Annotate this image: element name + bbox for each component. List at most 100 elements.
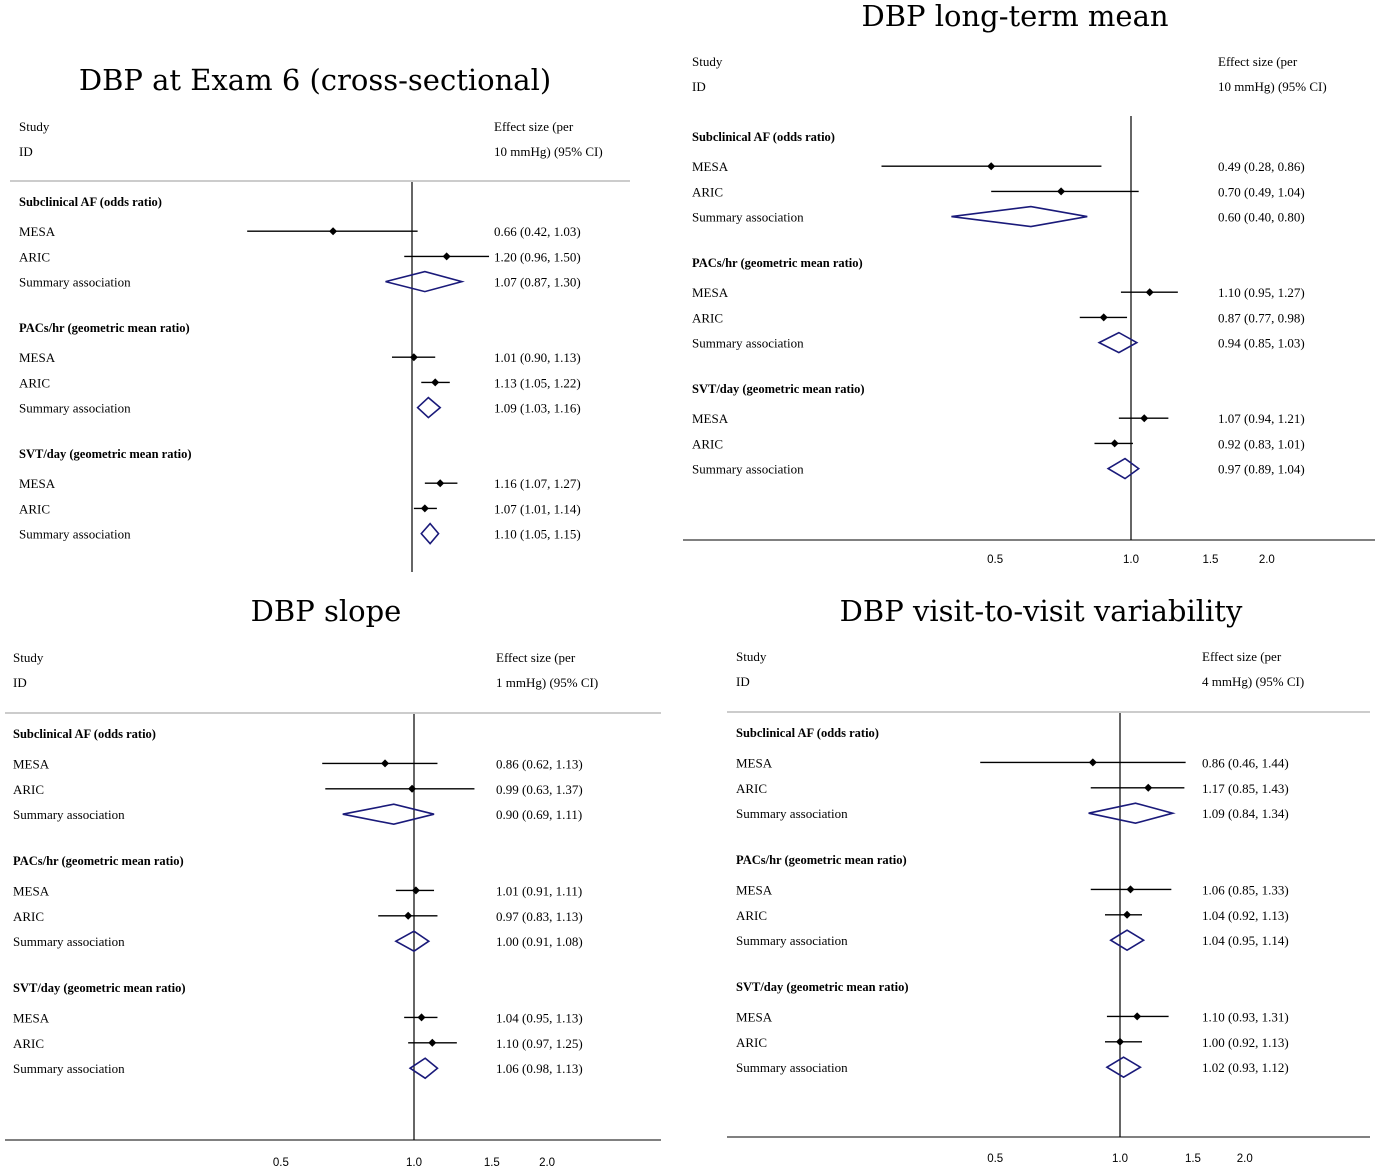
x-tick-label: 0.5	[987, 554, 1003, 566]
x-tick-label: 1.0	[1123, 554, 1139, 566]
group-heading: PACs/hr (geometric mean ratio)	[19, 321, 190, 335]
summary-diamond	[420, 522, 440, 545]
group-heading: PACs/hr (geometric mean ratio)	[736, 853, 907, 867]
row-estimate: 1.04 (0.95, 1.14)	[1202, 933, 1289, 948]
row-estimate: 1.01 (0.91, 1.11)	[496, 883, 582, 898]
point-estimate	[431, 378, 440, 387]
row-estimate: 0.90 (0.69, 1.11)	[496, 807, 582, 822]
x-tick-label: 0.5	[273, 1157, 289, 1169]
row-label: ARIC	[13, 1036, 44, 1051]
row-label: ARIC	[13, 909, 44, 924]
point-estimate	[987, 162, 996, 171]
header-id: ID	[736, 674, 750, 689]
panel-title: DBP at Exam 6 (cross-sectional)	[79, 63, 551, 97]
group-heading: PACs/hr (geometric mean ratio)	[692, 256, 863, 270]
row-label: MESA	[736, 755, 773, 770]
row-label: ARIC	[736, 781, 767, 796]
point-estimate	[1140, 414, 1149, 423]
row-label: ARIC	[736, 1035, 767, 1050]
row-label: ARIC	[13, 782, 44, 797]
row-label: MESA	[736, 1009, 773, 1024]
header-effect-line1: Effect size (per	[494, 119, 574, 134]
group-heading: SVT/day (geometric mean ratio)	[19, 447, 192, 461]
point-estimate	[1099, 313, 1108, 322]
header-effect-line2: 4 mmHg) (95% CI)	[1202, 674, 1304, 689]
row-label: ARIC	[736, 908, 767, 923]
x-tick-label: 2.0	[1237, 1153, 1253, 1165]
header-effect-line1: Effect size (per	[496, 650, 576, 665]
point-estimate	[1145, 288, 1154, 297]
group-heading: Subclinical AF (odds ratio)	[736, 726, 879, 740]
row-label: Summary association	[736, 806, 848, 821]
forest-panel: DBP at Exam 6 (cross-sectional) Study ID Ef…	[10, 63, 630, 572]
point-estimate	[329, 227, 338, 236]
header-effect-line2: 10 mmHg) (95% CI)	[1218, 79, 1327, 94]
row-estimate: 0.86 (0.46, 1.44)	[1202, 755, 1289, 770]
summary-diamond	[1106, 457, 1141, 480]
point-estimate	[1110, 439, 1119, 448]
row-label: ARIC	[19, 249, 50, 264]
point-estimate	[409, 353, 418, 362]
row-label: Summary association	[19, 401, 131, 416]
x-tick-label: 1.5	[1202, 554, 1218, 566]
x-tick-label: 1.0	[406, 1157, 422, 1169]
x-tick-label: 0.5	[987, 1153, 1003, 1165]
row-label: ARIC	[692, 184, 723, 199]
point-estimate	[381, 759, 390, 768]
row-label: Summary association	[692, 462, 804, 477]
summary-diamond	[385, 270, 465, 293]
row-estimate: 1.16 (1.07, 1.27)	[494, 476, 581, 491]
header-effect-line2: 10 mmHg) (95% CI)	[494, 144, 603, 159]
summary-diamond	[416, 396, 442, 419]
x-tick-label: 1.0	[1112, 1153, 1128, 1165]
forest-panel: DBP slope Study ID Effect size (per 1 mmHg) …	[5, 594, 661, 1169]
row-label: Summary association	[736, 1060, 848, 1075]
row-label: MESA	[13, 1010, 50, 1025]
row-estimate: 1.00 (0.91, 1.08)	[496, 934, 583, 949]
x-tick-label: 2.0	[539, 1157, 555, 1169]
point-estimate	[1144, 783, 1153, 792]
row-estimate: 0.97 (0.83, 1.13)	[496, 909, 583, 924]
point-estimate	[1133, 1012, 1142, 1021]
header-id: ID	[13, 675, 27, 690]
row-estimate: 0.94 (0.85, 1.03)	[1218, 336, 1305, 351]
point-estimate	[428, 1038, 437, 1047]
header-id: ID	[19, 144, 33, 159]
x-tick-label: 1.5	[484, 1157, 500, 1169]
row-label: MESA	[13, 756, 50, 771]
row-label: MESA	[692, 411, 729, 426]
point-estimate	[417, 1013, 426, 1022]
point-estimate	[1088, 758, 1097, 767]
header-effect-line2: 1 mmHg) (95% CI)	[496, 675, 598, 690]
row-estimate: 0.60 (0.40, 0.80)	[1218, 210, 1305, 225]
summary-diamond	[342, 803, 435, 826]
row-estimate: 1.06 (0.98, 1.13)	[496, 1061, 583, 1076]
row-estimate: 0.70 (0.49, 1.04)	[1218, 184, 1305, 199]
row-label: Summary association	[19, 275, 131, 290]
row-label: MESA	[736, 882, 773, 897]
row-estimate: 0.86 (0.62, 1.13)	[496, 756, 583, 771]
point-estimate	[1123, 910, 1132, 919]
row-estimate: 0.99 (0.63, 1.37)	[496, 782, 583, 797]
row-estimate: 1.01 (0.90, 1.13)	[494, 350, 581, 365]
row-estimate: 1.13 (1.05, 1.22)	[494, 375, 581, 390]
row-label: Summary association	[19, 527, 131, 542]
group-heading: SVT/day (geometric mean ratio)	[736, 980, 909, 994]
summary-diamond	[1109, 929, 1146, 952]
summary-diamond	[1097, 331, 1139, 354]
row-estimate: 1.04 (0.95, 1.13)	[496, 1010, 583, 1025]
row-label: MESA	[13, 883, 50, 898]
header-study: Study	[692, 54, 723, 69]
x-tick-label: 1.5	[1185, 1153, 1201, 1165]
x-tick-label: 2.0	[1259, 554, 1275, 566]
row-label: ARIC	[692, 436, 723, 451]
row-label: Summary association	[13, 934, 125, 949]
row-label: MESA	[692, 285, 729, 300]
row-estimate: 1.10 (0.95, 1.27)	[1218, 285, 1305, 300]
row-estimate: 1.09 (1.03, 1.16)	[494, 401, 581, 416]
row-estimate: 0.92 (0.83, 1.01)	[1218, 436, 1305, 451]
group-heading: PACs/hr (geometric mean ratio)	[13, 854, 184, 868]
group-heading: Subclinical AF (odds ratio)	[19, 195, 162, 209]
point-estimate	[1116, 1037, 1124, 1046]
panel-title: DBP slope	[251, 594, 402, 628]
